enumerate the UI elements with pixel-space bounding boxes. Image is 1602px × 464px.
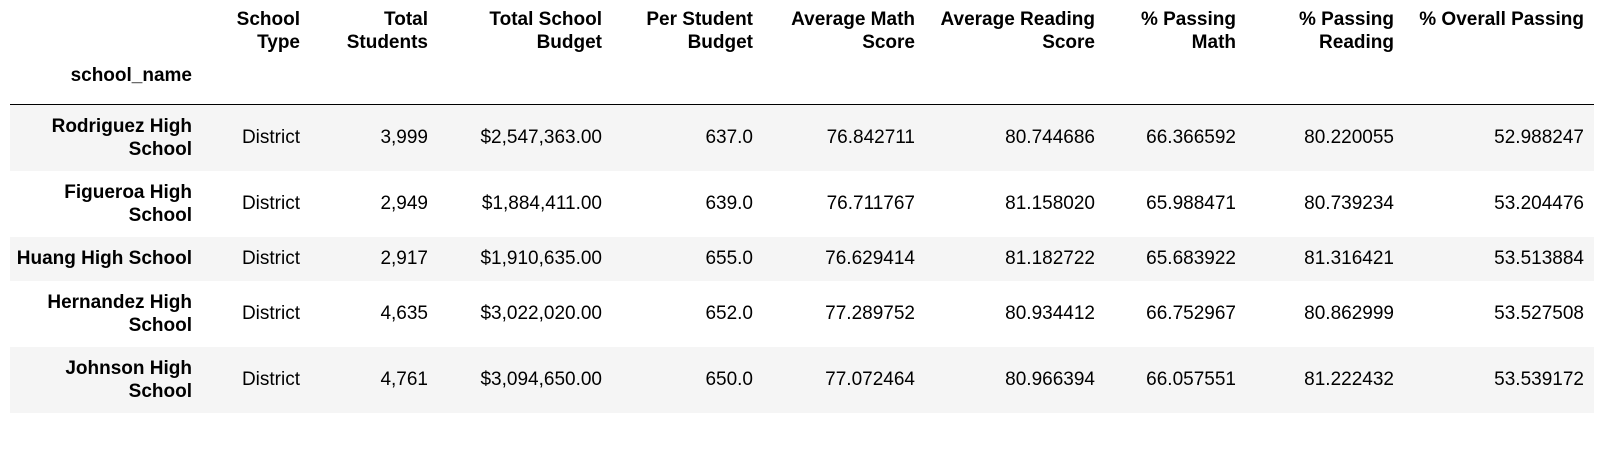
cell-passing-reading: 81.222432 xyxy=(1304,369,1394,390)
corner-cell xyxy=(10,8,202,64)
cell-overall-passing: 52.988247 xyxy=(1494,127,1584,149)
cell-average-reading-score: 80.966394 xyxy=(1005,369,1095,390)
cell-total-school-budget: $3,022,020.00 xyxy=(480,303,602,324)
cell-passing-reading: 80.862999 xyxy=(1304,303,1394,324)
cell-school-type: District xyxy=(241,369,300,390)
cell-per-student-budget: 655.0 xyxy=(705,248,753,269)
cell-total-students: 4,761 xyxy=(380,369,428,390)
cell-passing-math: 66.057551 xyxy=(1146,369,1236,390)
table-row: Figueroa High School District 2,949 $1,8… xyxy=(10,170,1594,237)
empty-header-cell xyxy=(925,64,1105,105)
cell-passing-math: 65.988471 xyxy=(1146,193,1236,214)
cell-passing-reading: 81.316421 xyxy=(1304,248,1394,269)
cell-school-type: District xyxy=(241,193,300,214)
cell-average-reading-score: 81.158020 xyxy=(1005,193,1095,214)
index-name-row: school_name xyxy=(10,64,1594,105)
cell-average-reading-score: 80.934412 xyxy=(1005,303,1095,324)
cell-school-type: District xyxy=(241,303,300,324)
cell-per-student-budget: 639.0 xyxy=(705,193,753,214)
table-body: Rodriguez High School District 3,999 $2,… xyxy=(10,104,1594,413)
empty-header-cell xyxy=(1105,64,1246,105)
cell-school-type: District xyxy=(241,127,300,149)
empty-header-cell xyxy=(763,64,925,105)
row-index-school-name: Figueroa High School xyxy=(64,181,192,226)
column-header: School Type xyxy=(236,9,300,53)
table-row: Hernandez High School District 4,635 $3,… xyxy=(10,280,1594,347)
cell-average-math-score: 76.711767 xyxy=(826,193,915,214)
cell-school-type: District xyxy=(241,248,300,269)
cell-average-math-score: 76.842711 xyxy=(826,127,915,149)
cell-total-school-budget: $3,094,650.00 xyxy=(480,369,602,390)
cell-total-students: 3,999 xyxy=(380,127,428,149)
cell-per-student-budget: 637.0 xyxy=(705,127,753,149)
empty-header-cell xyxy=(310,64,438,105)
cell-total-school-budget: $2,547,363.00 xyxy=(480,127,602,149)
row-index-school-name: Huang High School xyxy=(16,248,192,269)
column-header: Average Reading Score xyxy=(940,9,1095,53)
cell-average-math-score: 77.072464 xyxy=(825,369,915,390)
column-header: % Passing Math xyxy=(1140,9,1236,53)
cell-passing-math: 65.683922 xyxy=(1146,248,1236,269)
cell-passing-reading: 80.739234 xyxy=(1304,193,1394,214)
cell-overall-passing: 53.204476 xyxy=(1494,193,1584,214)
empty-header-cell xyxy=(438,64,612,105)
row-index-school-name: Hernandez High School xyxy=(47,291,192,336)
cell-average-math-score: 76.629414 xyxy=(825,248,915,269)
column-header: Average Math Score xyxy=(791,9,915,53)
index-name-header: school_name xyxy=(70,65,192,86)
cell-total-students: 2,917 xyxy=(380,248,428,269)
cell-total-students: 2,949 xyxy=(380,193,428,214)
empty-header-cell xyxy=(202,64,310,105)
cell-total-students: 4,635 xyxy=(380,303,428,324)
row-index-school-name: Johnson High School xyxy=(65,357,192,402)
table-row: Rodriguez High School District 3,999 $2,… xyxy=(10,104,1594,171)
table-row: Johnson High School District 4,761 $3,09… xyxy=(10,346,1594,413)
cell-per-student-budget: 650.0 xyxy=(705,369,753,390)
summary-dataframe-table: School Type Total Students Total School … xyxy=(10,8,1594,413)
cell-overall-passing: 53.539172 xyxy=(1494,369,1584,390)
cell-passing-reading: 80.220055 xyxy=(1304,127,1394,149)
row-index-school-name: Rodriguez High School xyxy=(51,115,192,160)
cell-passing-math: 66.366592 xyxy=(1146,127,1236,149)
empty-header-cell xyxy=(1404,64,1594,105)
column-header: Per Student Budget xyxy=(646,9,753,53)
cell-total-school-budget: $1,884,411.00 xyxy=(481,193,602,214)
cell-overall-passing: 53.527508 xyxy=(1494,303,1584,324)
empty-header-cell xyxy=(612,64,763,105)
table-row: Huang High School District 2,917 $1,910,… xyxy=(10,236,1594,281)
cell-passing-math: 66.752967 xyxy=(1146,303,1236,324)
cell-average-math-score: 77.289752 xyxy=(825,303,915,324)
column-header: % Overall Passing xyxy=(1419,9,1584,30)
cell-overall-passing: 53.513884 xyxy=(1494,248,1584,269)
cell-total-school-budget: $1,910,635.00 xyxy=(480,248,602,269)
table-header: School Type Total Students Total School … xyxy=(10,8,1594,105)
cell-average-reading-score: 81.182722 xyxy=(1005,248,1095,269)
column-header: Total Students xyxy=(346,9,428,53)
cell-per-student-budget: 652.0 xyxy=(705,303,753,324)
column-header: Total School Budget xyxy=(489,9,602,53)
column-header-row: School Type Total Students Total School … xyxy=(10,8,1594,64)
column-header: % Passing Reading xyxy=(1298,9,1394,53)
empty-header-cell xyxy=(1246,64,1404,105)
cell-average-reading-score: 80.744686 xyxy=(1005,127,1095,149)
